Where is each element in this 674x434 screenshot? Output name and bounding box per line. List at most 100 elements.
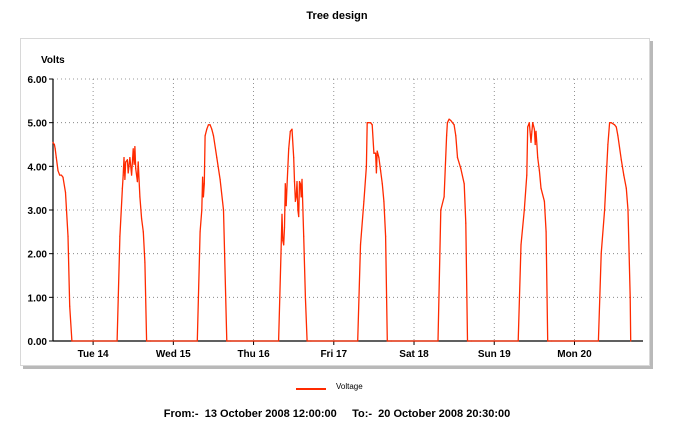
data-point-130	[543, 200, 545, 202]
data-point-21	[127, 172, 129, 174]
data-point-89	[374, 152, 377, 154]
from-label: From:-	[163, 408, 199, 420]
y-tick-label-4: 4.00	[28, 162, 48, 173]
data-point-33	[144, 261, 146, 263]
data-point-18	[124, 178, 126, 181]
data-point-148	[630, 340, 632, 342]
data-point-121	[531, 130, 533, 132]
chart-title: Tree design	[306, 10, 368, 22]
data-point-0	[52, 141, 54, 143]
data-point-43	[206, 128, 208, 130]
data-point-98	[390, 340, 392, 342]
x-tick-label-3: Fri 17	[320, 349, 347, 360]
data-point-68	[294, 200, 296, 202]
data-point-76	[301, 178, 303, 181]
data-point-30	[139, 196, 141, 198]
x-tick-label-1: Wed 15	[156, 349, 191, 360]
data-point-44	[207, 124, 210, 126]
data-point-73	[298, 181, 301, 183]
data-point-119	[528, 122, 530, 124]
data-point-49	[219, 178, 221, 181]
data-point-50	[222, 209, 225, 211]
data-point-83	[363, 200, 365, 202]
data-point-77	[303, 235, 305, 237]
data-point-80	[310, 340, 312, 342]
data-point-141	[615, 126, 617, 128]
data-point-112	[466, 340, 469, 342]
data-point-69	[295, 196, 297, 198]
data-point-60	[285, 205, 287, 207]
data-point-36	[196, 340, 198, 342]
data-point-62	[287, 167, 289, 170]
data-point-92	[378, 157, 380, 159]
data-point-126	[536, 143, 538, 146]
data-point-133	[551, 340, 553, 342]
data-point-95	[383, 200, 385, 202]
data-point-27	[135, 167, 137, 170]
to-value: 20 October 2008 20:30:00	[378, 408, 511, 420]
data-point-17	[123, 157, 125, 159]
data-point-78	[304, 296, 306, 298]
data-point-14	[119, 235, 121, 237]
chart-frame: Volts 0.00 1.00 2.00 3.00 4.00 5.00 6.00 Tue 14…	[20, 38, 650, 366]
data-point-110	[463, 183, 465, 185]
data-point-75	[300, 196, 302, 198]
data-point-5	[57, 170, 59, 172]
data-point-59	[284, 183, 286, 185]
data-point-96	[385, 235, 387, 237]
data-point-16	[122, 174, 124, 176]
data-point-145	[625, 187, 627, 189]
data-point-58	[283, 226, 286, 229]
data-point-66	[293, 157, 295, 159]
data-point-40	[202, 196, 205, 198]
data-point-136	[603, 209, 606, 211]
voltage-chart: Volts 0.00 1.00 2.00 3.00 4.00 5.00 6.00 Tue 14…	[28, 55, 643, 360]
data-point-25	[133, 163, 135, 165]
data-point-146	[627, 209, 629, 211]
data-point-104	[448, 118, 450, 120]
data-point-46	[211, 128, 213, 130]
data-point-61	[286, 185, 288, 187]
data-point-9	[64, 191, 67, 194]
data-point-105	[450, 119, 452, 122]
data-point-29	[137, 161, 139, 163]
data-point-85	[366, 122, 368, 124]
data-point-3	[54, 148, 56, 150]
data-point-1	[52, 143, 55, 145]
x-tick-label-0: Tue 14	[78, 349, 109, 360]
data-point-138	[608, 122, 611, 124]
data-point-57	[283, 244, 285, 246]
date-range: From:- 13 October 2008 12:00:00 To:- 20 …	[0, 408, 674, 420]
data-point-74	[299, 183, 301, 185]
data-point-117	[526, 174, 528, 176]
data-point-19	[125, 161, 127, 163]
data-point-12	[71, 340, 73, 342]
data-point-101	[443, 196, 445, 198]
data-point-106	[453, 124, 455, 126]
data-point-114	[517, 340, 519, 342]
data-point-23	[130, 174, 133, 176]
data-point-26	[134, 146, 136, 148]
y-tick-label-6: 6.00	[28, 75, 48, 86]
data-point-79	[306, 340, 308, 342]
data-point-87	[371, 124, 373, 126]
data-point-34	[145, 340, 148, 342]
data-point-24	[132, 148, 134, 150]
data-point-35	[149, 340, 152, 342]
data-point-113	[470, 340, 473, 342]
from-value: 13 October 2008 12:00:00	[204, 408, 337, 420]
data-point-81	[357, 340, 359, 342]
data-point-70	[296, 181, 298, 183]
data-point-124	[534, 143, 536, 146]
data-point-93	[379, 170, 382, 172]
data-point-11	[69, 305, 71, 307]
data-point-97	[386, 340, 388, 342]
data-point-65	[291, 128, 293, 130]
data-point-4	[55, 157, 57, 159]
y-tick-label-3: 3.00	[28, 206, 48, 217]
data-point-28	[136, 181, 139, 183]
data-point-118	[527, 126, 529, 128]
data-point-6	[59, 174, 61, 176]
data-point-37	[199, 231, 201, 233]
data-point-22	[129, 157, 131, 159]
